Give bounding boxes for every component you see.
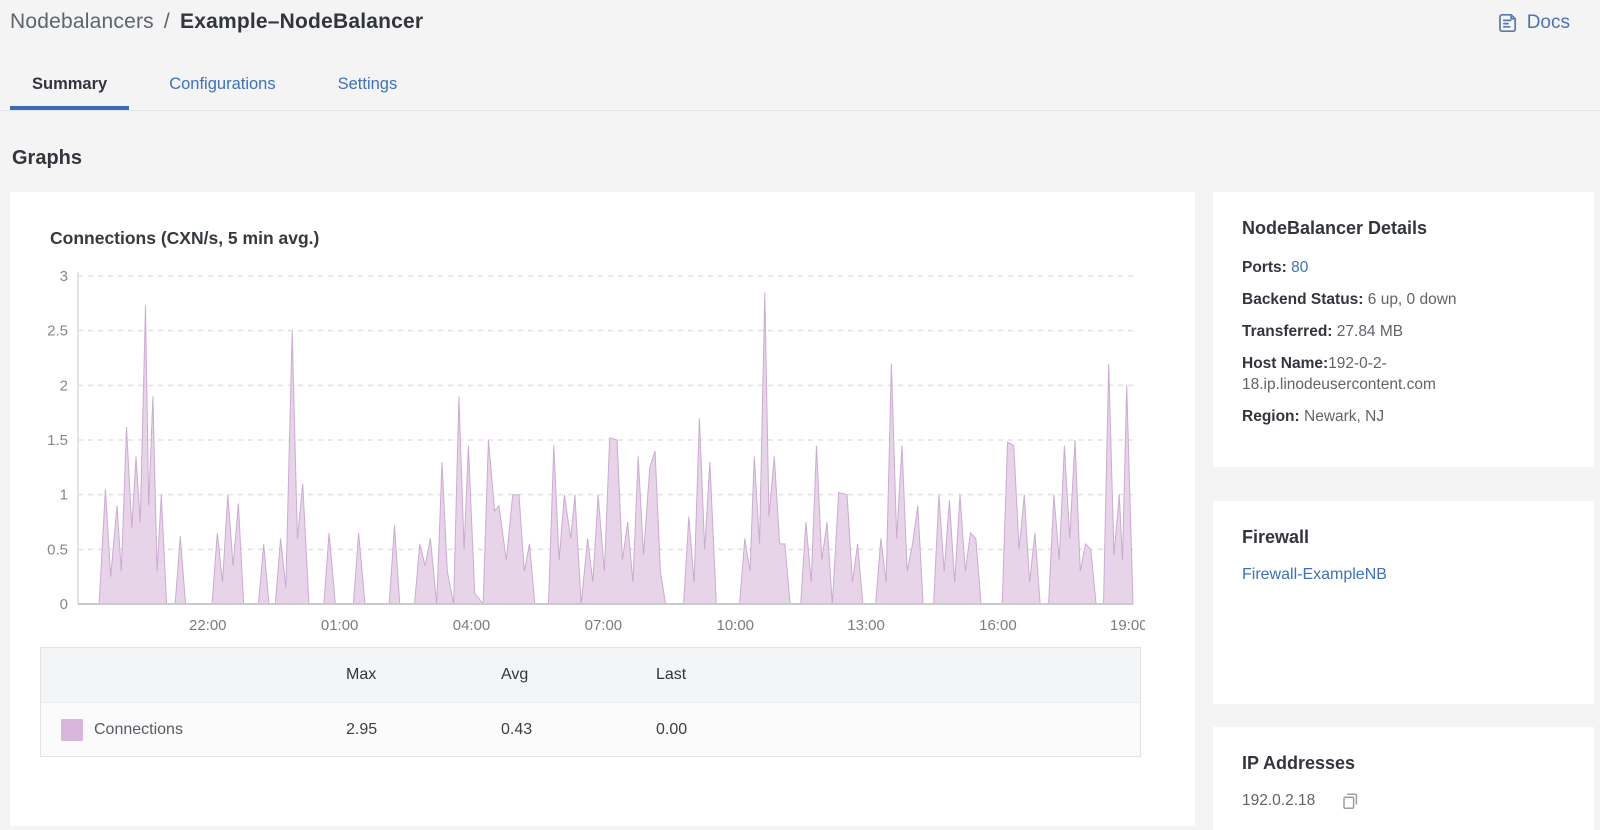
legend-header-avg: Avg: [501, 666, 529, 683]
svg-text:1.5: 1.5: [47, 432, 68, 449]
detail-row-backend-status: Backend Status: 6 up, 0 down: [1242, 291, 1457, 308]
chart-title: Connections (CXN/s, 5 min avg.): [50, 228, 320, 248]
details-panel-title: NodeBalancer Details: [1242, 218, 1428, 238]
svg-text:19:00: 19:00: [1110, 617, 1145, 634]
ip-addresses-panel: IP Addresses 192.0.2.18: [1213, 727, 1594, 830]
summary-sidebar: NodeBalancer Details Ports: 80 Backend S…: [1213, 192, 1594, 830]
detail-row-transferred: Transferred: 27.84 MB: [1242, 323, 1404, 340]
page-title: Graphs: [12, 147, 83, 169]
detail-row-host-name: Host Name:192-0-2-18.ip.linodeuserconten…: [1242, 355, 1436, 393]
chart-legend-table: Max Avg Last Connections 2.95 0.43 0.00: [40, 647, 1141, 757]
tab-bar: Summary Configurations Settings: [0, 62, 1600, 111]
firewall-examplenb-link[interactable]: Firewall-ExampleNB: [1242, 566, 1387, 583]
svg-text:07:00: 07:00: [585, 617, 623, 634]
breadcrumb: Nodebalancers / Example–NodeBalancer: [10, 10, 1570, 34]
detail-row-region: Region: Newark, NJ: [1242, 408, 1385, 425]
svg-text:0.5: 0.5: [47, 541, 68, 558]
firewall-panel-title: Firewall: [1242, 527, 1310, 547]
legend-series-name: Connections: [94, 720, 183, 738]
page-header: Nodebalancers / Example–NodeBalancer Doc…: [0, 0, 1600, 46]
connections-series-swatch: [61, 718, 83, 741]
detail-row-ports: Ports: 80: [1242, 259, 1309, 276]
docs-icon: [1497, 12, 1519, 34]
svg-text:3: 3: [60, 268, 68, 285]
breadcrumb-separator: /: [163, 10, 170, 33]
tab-settings[interactable]: Settings: [337, 75, 398, 93]
svg-text:04:00: 04:00: [453, 617, 491, 634]
legend-row-connections: Connections 2.95 0.43 0.00: [41, 702, 1140, 756]
docs-label: Docs: [1526, 12, 1570, 33]
ip-address-value: 192.0.2.18: [1242, 792, 1316, 809]
ip-address-row: 192.0.2.18: [1242, 792, 1565, 810]
svg-text:01:00: 01:00: [321, 617, 359, 634]
svg-text:2.5: 2.5: [47, 323, 68, 340]
svg-text:0: 0: [60, 596, 68, 613]
docs-link[interactable]: Docs: [1497, 12, 1570, 34]
nodebalancer-details-panel: NodeBalancer Details Ports: 80 Backend S…: [1213, 192, 1594, 467]
svg-text:1: 1: [60, 487, 68, 504]
svg-text:16:00: 16:00: [979, 617, 1017, 634]
connections-graph-card: Connections (CXN/s, 5 min avg.) 0 0.5 1 1.5…: [10, 192, 1195, 826]
breadcrumb-current: Example–NodeBalancer: [180, 10, 424, 33]
breadcrumb-nodebalancers-link[interactable]: Nodebalancers: [10, 10, 154, 33]
svg-text:22:00: 22:00: [189, 617, 227, 634]
legend-value-avg: 0.43: [501, 720, 533, 738]
ip-panel-title: IP Addresses: [1242, 753, 1356, 773]
legend-header-max: Max: [346, 666, 377, 683]
svg-text:13:00: 13:00: [847, 617, 885, 634]
tab-summary[interactable]: Summary: [10, 62, 130, 110]
legend-value-max: 2.95: [346, 720, 378, 738]
connections-chart: 0 0.5 1 1.5 2 2.5 3 22:00 01:00 04:00 07:00 10:00 13…: [47, 268, 1145, 634]
firewall-panel: Firewall Firewall-ExampleNB: [1213, 501, 1594, 704]
svg-text:2: 2: [60, 377, 68, 394]
legend-header-last: Last: [656, 666, 687, 683]
svg-text:10:00: 10:00: [716, 617, 754, 634]
legend-value-last: 0.00: [656, 720, 688, 738]
tab-configurations[interactable]: Configurations: [169, 75, 276, 93]
copy-ip-icon[interactable]: [1341, 792, 1359, 810]
port-80-link[interactable]: 80: [1291, 259, 1309, 276]
